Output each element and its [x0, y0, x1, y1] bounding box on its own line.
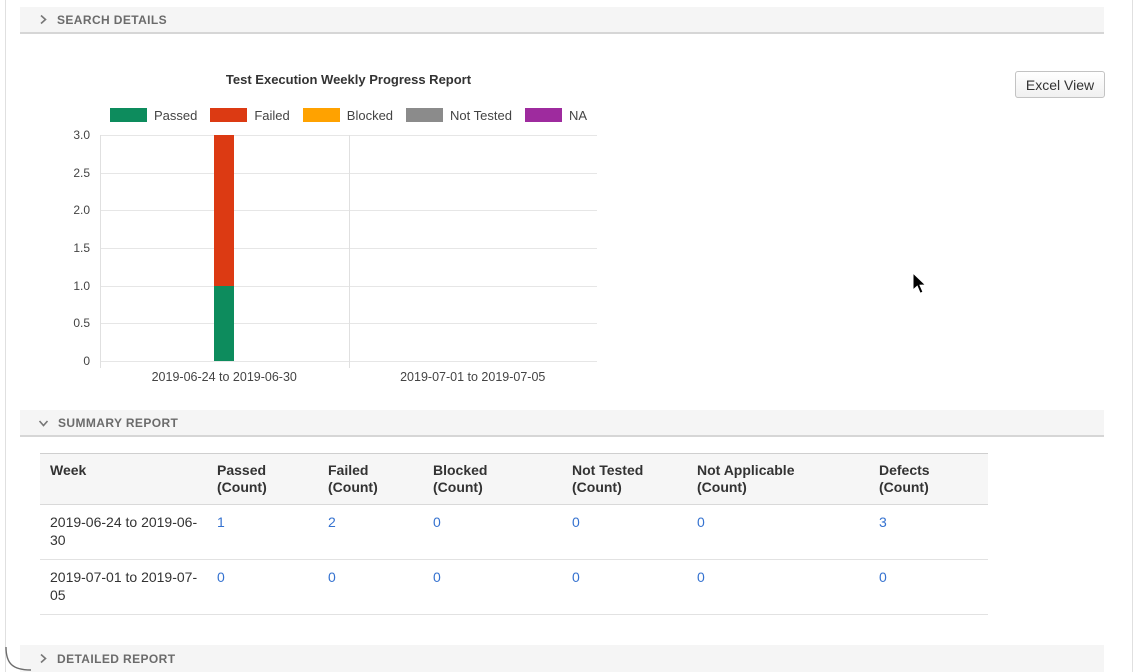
- column-title: Defects: [879, 462, 930, 478]
- column-header-not-applicable: Not Applicable (Count): [687, 453, 869, 505]
- week-cell: 2019-06-24 to 2019-06-30: [40, 504, 207, 560]
- y-axis-tick-label: 2.0: [73, 203, 90, 218]
- count-link[interactable]: 2: [328, 514, 336, 530]
- legend-label: NA: [568, 107, 588, 123]
- count-link[interactable]: 0: [697, 514, 705, 530]
- count-cell: 0: [687, 559, 869, 615]
- chart-legend: Passed Failed Blocked Not Tested NA: [70, 107, 627, 123]
- legend-label: Failed: [254, 107, 290, 123]
- y-axis-labels: 0 0.5 1.0 1.5 2.0 2.5 3.0: [44, 128, 94, 368]
- y-axis-tick-label: 3.0: [73, 128, 90, 142]
- column-title: Blocked: [433, 462, 488, 478]
- count-link[interactable]: 0: [433, 514, 441, 530]
- table-row: 2019-06-24 to 2019-06-30 1 2 0 0 0 3: [40, 504, 988, 560]
- legend-item-blocked: Blocked: [302, 107, 394, 123]
- section-search-details[interactable]: SEARCH DETAILS: [20, 7, 1104, 34]
- column-header-passed: Passed (Count): [207, 453, 318, 505]
- report-page: SEARCH DETAILS Excel View Test Execution…: [5, 0, 1133, 672]
- table-row: 2019-07-01 to 2019-07-05 0 0 0 0 0 0: [40, 559, 988, 615]
- legend-item-passed: Passed: [109, 107, 198, 123]
- legend-item-failed: Failed: [210, 107, 290, 123]
- column-subtitle: (Count): [697, 479, 747, 495]
- count-cell: 0: [562, 559, 687, 615]
- section-label: SEARCH DETAILS: [57, 12, 168, 27]
- count-link[interactable]: 0: [217, 569, 225, 585]
- count-link[interactable]: 0: [572, 514, 580, 530]
- category-separator-line: [348, 135, 350, 368]
- count-cell: 0: [207, 559, 318, 615]
- column-subtitle: (Count): [879, 479, 929, 495]
- summary-table: Week Passed (Count) Failed (Count) Blocked (Co…: [40, 453, 988, 615]
- section-detailed-report[interactable]: DETAILED REPORT: [20, 645, 1104, 672]
- column-header-week: Week: [40, 453, 207, 505]
- section-label: SUMMARY REPORT: [58, 415, 179, 430]
- column-header-defects: Defects (Count): [869, 453, 988, 505]
- column-title: Not Tested: [572, 462, 644, 478]
- week-cell: 2019-07-01 to 2019-07-05: [40, 559, 207, 615]
- count-cell: 0: [869, 559, 988, 615]
- y-axis-tick-label: 0: [83, 354, 90, 368]
- chart-plot-area: [100, 135, 597, 368]
- y-axis-tick-label: 1.5: [73, 241, 90, 255]
- y-axis-line: [100, 135, 101, 368]
- column-title: Not Applicable: [697, 462, 795, 478]
- y-axis-tick-label: 1.0: [73, 278, 90, 293]
- count-link[interactable]: 0: [879, 569, 887, 585]
- legend-swatch-passed: [109, 108, 147, 122]
- window-corner-border: [5, 646, 32, 671]
- column-subtitle: (Count): [328, 479, 378, 495]
- column-header-not-tested: Not Tested (Count): [562, 453, 687, 505]
- count-link[interactable]: 1: [217, 514, 225, 530]
- bar-segment-failed: [214, 135, 235, 286]
- legend-swatch-blocked: [302, 108, 340, 122]
- count-cell: 0: [318, 559, 423, 615]
- count-cell: 1: [207, 504, 318, 560]
- legend-item-not-tested: Not Tested: [406, 108, 512, 123]
- count-link[interactable]: 0: [328, 569, 336, 585]
- count-cell: 0: [687, 504, 869, 560]
- excel-view-button[interactable]: Excel View: [1015, 71, 1105, 98]
- mouse-cursor: [912, 272, 927, 294]
- column-title: Failed: [328, 462, 369, 478]
- count-link[interactable]: 3: [879, 514, 887, 530]
- x-axis-category-label: 2019-07-01 to 2019-07-05: [400, 370, 546, 384]
- bar-segment-passed: [214, 285, 235, 361]
- y-axis-tick-label: 2.5: [73, 165, 90, 180]
- section-label: DETAILED REPORT: [57, 651, 176, 666]
- legend-label: Not Tested: [450, 107, 512, 123]
- column-subtitle: (Count): [433, 479, 483, 495]
- count-link[interactable]: 0: [572, 569, 580, 585]
- column-subtitle: (Count): [217, 479, 267, 495]
- legend-item-na: NA: [524, 107, 588, 123]
- count-cell: 2: [318, 504, 423, 560]
- section-summary-report[interactable]: SUMMARY REPORT: [20, 410, 1104, 437]
- chevron-down-icon: [38, 419, 49, 427]
- count-cell: 0: [562, 504, 687, 560]
- chevron-right-icon: [40, 653, 47, 664]
- legend-swatch-failed: [210, 108, 248, 122]
- legend-swatch-not-tested: [406, 108, 444, 122]
- column-title: Passed: [217, 462, 267, 478]
- column-title: Week: [50, 462, 87, 478]
- count-cell: 3: [869, 504, 988, 560]
- column-header-blocked: Blocked (Count): [423, 453, 562, 505]
- chevron-right-icon: [40, 14, 47, 25]
- count-cell: 0: [423, 504, 562, 560]
- legend-label: Blocked: [346, 107, 394, 123]
- legend-swatch-na: [524, 108, 562, 122]
- count-link[interactable]: 0: [697, 569, 705, 585]
- count-link[interactable]: 0: [433, 569, 441, 585]
- column-header-failed: Failed (Count): [318, 453, 423, 505]
- column-subtitle: (Count): [572, 479, 622, 495]
- legend-label: Passed: [153, 107, 198, 123]
- chart-title: Test Execution Weekly Progress Report: [225, 72, 472, 87]
- table-header-row: Week Passed (Count) Failed (Count) Blocked (Co…: [40, 453, 988, 505]
- x-axis-labels: 2019-06-24 to 2019-06-30 2019-07-01 to 20…: [100, 370, 597, 386]
- count-cell: 0: [423, 559, 562, 615]
- y-axis-tick-label: 0.5: [73, 316, 90, 331]
- x-axis-category-label: 2019-06-24 to 2019-06-30: [151, 370, 297, 384]
